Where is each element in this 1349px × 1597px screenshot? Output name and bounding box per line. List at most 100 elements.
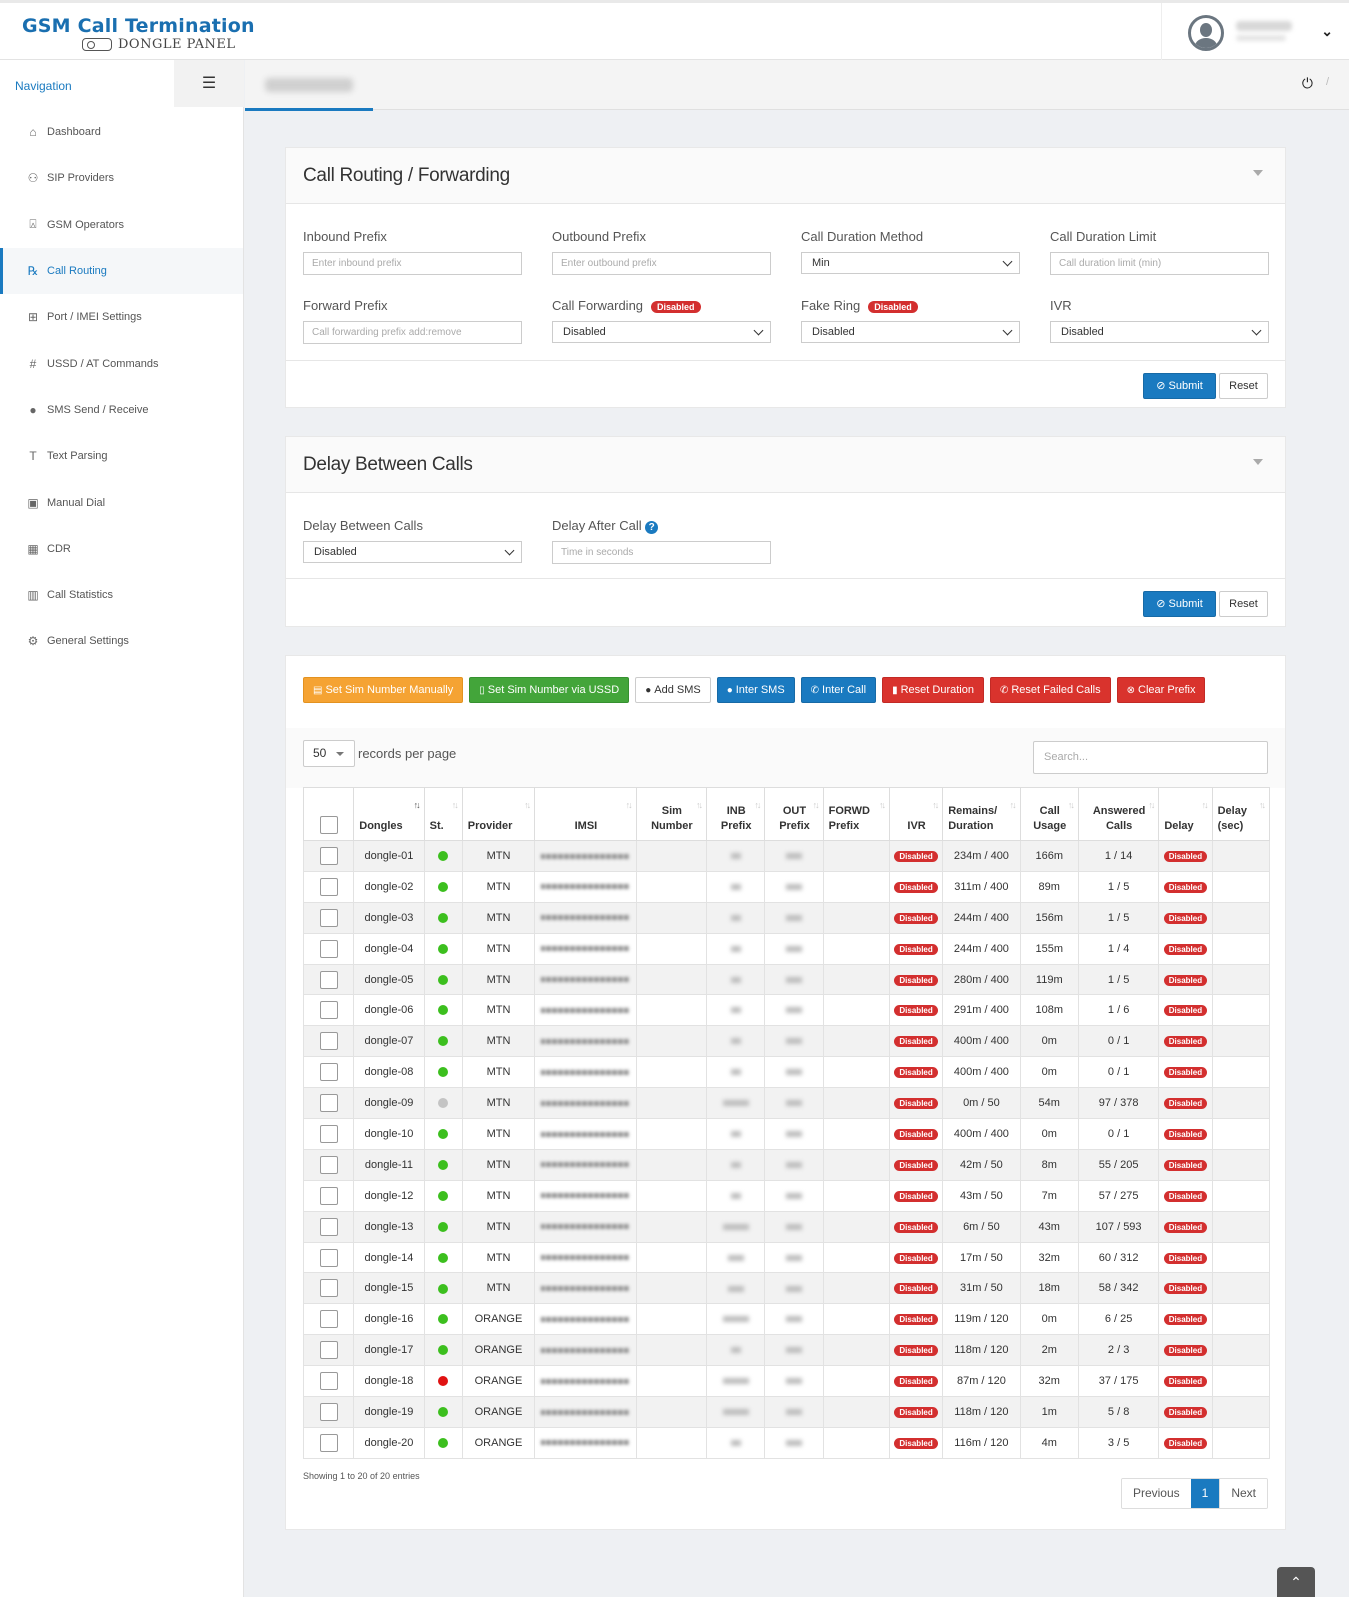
power-icon[interactable]: ⏻	[1301, 75, 1313, 91]
hamburger-icon[interactable]: ☰	[174, 60, 244, 107]
row-checkbox[interactable]	[319, 1032, 338, 1051]
next-page-button[interactable]: Next	[1219, 1479, 1267, 1508]
row-checkbox[interactable]	[319, 908, 338, 927]
sort-icon[interactable]: ↑↓	[1148, 800, 1155, 810]
reset-button[interactable]: Reset	[1219, 373, 1268, 399]
sidebar-item-manual-dial[interactable]: ▣ Manual Dial	[0, 479, 243, 525]
avatar[interactable]	[1188, 15, 1224, 51]
row-checkbox[interactable]	[319, 1217, 338, 1236]
collapse-caret-icon[interactable]	[1253, 170, 1263, 176]
column-header[interactable]: St. ↑↓	[423, 787, 463, 841]
sidebar-item-dashboard[interactable]: ⌂ Dashboard	[0, 109, 243, 155]
sort-icon[interactable]: ↑↓	[812, 800, 820, 810]
row-checkbox[interactable]	[319, 1341, 338, 1360]
sort-icon[interactable]: ↑↓	[625, 800, 633, 810]
table-row[interactable]: dongle-18 ORANGE Disabled 87m / 120 32m 37 / …	[302, 1365, 1271, 1398]
table-row[interactable]: dongle-20 ORANGE Disabled 116m / 120 4m 3 / 5…	[302, 1426, 1271, 1459]
select-all-checkbox[interactable]	[320, 816, 339, 834]
table-row[interactable]: dongle-14 MTN Disabled 17m / 50 32m 60 / 312 D…	[302, 1241, 1271, 1274]
table-row[interactable]: dongle-07 MTN Disabled 400m / 400 0m 0 / 1 Dis…	[302, 1025, 1271, 1058]
row-checkbox[interactable]	[319, 1124, 338, 1143]
call-forwarding-select[interactable]: Disabled	[552, 321, 771, 343]
sidebar-item-sms-send-receive[interactable]: ● SMS Send / Receive	[0, 387, 243, 433]
sort-icon[interactable]: ↑↓	[451, 800, 459, 810]
row-checkbox[interactable]	[319, 1433, 338, 1452]
column-header[interactable]: Answered Calls ↑↓	[1077, 787, 1160, 841]
page-1-button[interactable]: 1	[1190, 1479, 1220, 1508]
column-header[interactable]: Provider ↑↓	[461, 787, 536, 841]
row-checkbox[interactable]	[319, 846, 338, 865]
column-header[interactable]: Delay (sec) ↑↓	[1211, 787, 1271, 841]
sidebar-item-call-routing[interactable]: ℞ Call Routing	[0, 247, 243, 295]
sidebar-item-sip-providers[interactable]: ⚇ SIP Providers	[0, 155, 243, 201]
sort-icon[interactable]: ↑↓	[1259, 800, 1266, 810]
column-header[interactable]: Remains/Duration ↑↓	[942, 787, 1021, 841]
column-header[interactable]: OUT Prefix ↑↓	[764, 787, 824, 841]
sidebar-item-gsm-operators[interactable]: ⍓ GSM Operators	[0, 202, 243, 248]
sidebar-item-call-statistics[interactable]: ▥ Call Statistics	[0, 572, 243, 618]
user-menu[interactable]: ⌄	[1161, 3, 1349, 60]
set-sim-number-manually-button[interactable]: ▤ Set Sim Number Manually	[303, 677, 464, 703]
row-checkbox[interactable]	[319, 1155, 338, 1174]
previous-page-button[interactable]: Previous	[1121, 1479, 1191, 1508]
table-row[interactable]: dongle-13 MTN Disabled 6m / 50 43m 107 / 593 D…	[302, 1210, 1271, 1243]
call-duration-method-select[interactable]: Min	[801, 252, 1020, 274]
sidebar-item-port-imei-settings[interactable]: ⊞ Port / IMEI Settings	[0, 294, 243, 340]
table-row[interactable]: dongle-11 MTN Disabled 42m / 50 8m 55 / 205 Di…	[302, 1148, 1271, 1181]
table-row[interactable]: dongle-09 MTN Disabled 0m / 50 54m 97 / 378 Di…	[302, 1087, 1271, 1120]
table-row[interactable]: dongle-01 MTN Disabled 234m / 400 166m 1 / 14…	[302, 840, 1271, 872]
page-length-select[interactable]: 50	[303, 740, 355, 767]
row-checkbox[interactable]	[319, 1001, 338, 1020]
outbound-prefix-input[interactable]: Enter outbound prefix	[552, 252, 771, 275]
column-header[interactable]: Dongles ↑↓	[353, 787, 425, 841]
row-checkbox[interactable]	[319, 1063, 338, 1082]
row-checkbox[interactable]	[319, 1248, 338, 1267]
forward-prefix-input[interactable]: Call forwarding prefix add:remove	[303, 321, 522, 344]
row-checkbox[interactable]	[319, 939, 338, 958]
row-checkbox[interactable]	[319, 970, 338, 989]
inter-call-button[interactable]: ✆ Inter Call	[800, 677, 877, 703]
table-row[interactable]: dongle-15 MTN Disabled 31m / 50 18m 58 / 342 D…	[302, 1272, 1271, 1305]
column-header[interactable]: Call Usage ↑↓	[1019, 787, 1079, 841]
table-row[interactable]: dongle-19 ORANGE Disabled 118m / 120 1m 5 / 8…	[302, 1396, 1271, 1428]
sort-icon[interactable]: ↑↓	[413, 800, 421, 810]
reset-button[interactable]: Reset	[1219, 591, 1268, 617]
row-checkbox[interactable]	[319, 1186, 338, 1205]
sort-icon[interactable]: ↑↓	[524, 800, 531, 810]
reset-duration-button[interactable]: ▮ Reset Duration	[882, 677, 984, 703]
row-checkbox[interactable]	[319, 1402, 338, 1421]
column-header[interactable]: FORWD Prefix ↑↓	[822, 787, 890, 841]
submit-button[interactable]: ⊘ Submit	[1143, 591, 1216, 617]
sort-icon[interactable]: ↑↓	[1201, 800, 1209, 810]
table-row[interactable]: dongle-10 MTN Disabled 400m / 400 0m 0 / 1 Dis…	[302, 1118, 1271, 1150]
column-header[interactable]: Sim Number ↑↓	[635, 787, 708, 841]
row-checkbox[interactable]	[319, 1372, 338, 1391]
row-checkbox[interactable]	[319, 1279, 338, 1298]
fake-ring-select[interactable]: Disabled	[801, 321, 1020, 343]
delay-between-calls-select[interactable]: Disabled	[303, 541, 522, 563]
scroll-top-button[interactable]: ⌃	[1277, 1567, 1315, 1597]
search-input[interactable]: Search...	[1033, 741, 1268, 774]
chevron-down-icon[interactable]: ⌄	[1321, 23, 1333, 39]
column-header[interactable]: IMSI ↑↓	[534, 787, 637, 841]
sidebar-item-general-settings[interactable]: ⚙ General Settings	[0, 618, 243, 664]
table-row[interactable]: dongle-16 ORANGE Disabled 119m / 120 0m 6 / 2…	[302, 1303, 1271, 1336]
row-checkbox[interactable]	[319, 1310, 338, 1329]
row-checkbox[interactable]	[319, 877, 338, 896]
sort-icon[interactable]: ↑↓	[878, 800, 886, 810]
set-sim-number-via-ussd-button[interactable]: ▯ Set Sim Number via USSD	[469, 677, 630, 703]
table-row[interactable]: dongle-02 MTN Disabled 311m / 400 89m 1 / 5 Di…	[302, 870, 1271, 903]
column-header[interactable]: Delay ↑↓	[1158, 787, 1213, 841]
call-duration-limit-input[interactable]: Call duration limit (min)	[1050, 252, 1269, 275]
sidebar-item-text-parsing[interactable]: T Text Parsing	[0, 433, 243, 479]
sidebar-item-ussd-at-commands[interactable]: # USSD / AT Commands	[0, 340, 243, 386]
column-header[interactable]: IVR ↑↓	[888, 787, 944, 841]
table-row[interactable]: dongle-17 ORANGE Disabled 118m / 120 2m 2 / 3…	[302, 1334, 1271, 1367]
submit-button[interactable]: ⊘ Submit	[1143, 373, 1216, 399]
collapse-caret-icon[interactable]	[1253, 459, 1263, 465]
table-row[interactable]: dongle-08 MTN Disabled 400m / 400 0m 0 / 1 Dis…	[302, 1056, 1271, 1089]
sort-icon[interactable]: ↑↓	[1009, 800, 1017, 810]
